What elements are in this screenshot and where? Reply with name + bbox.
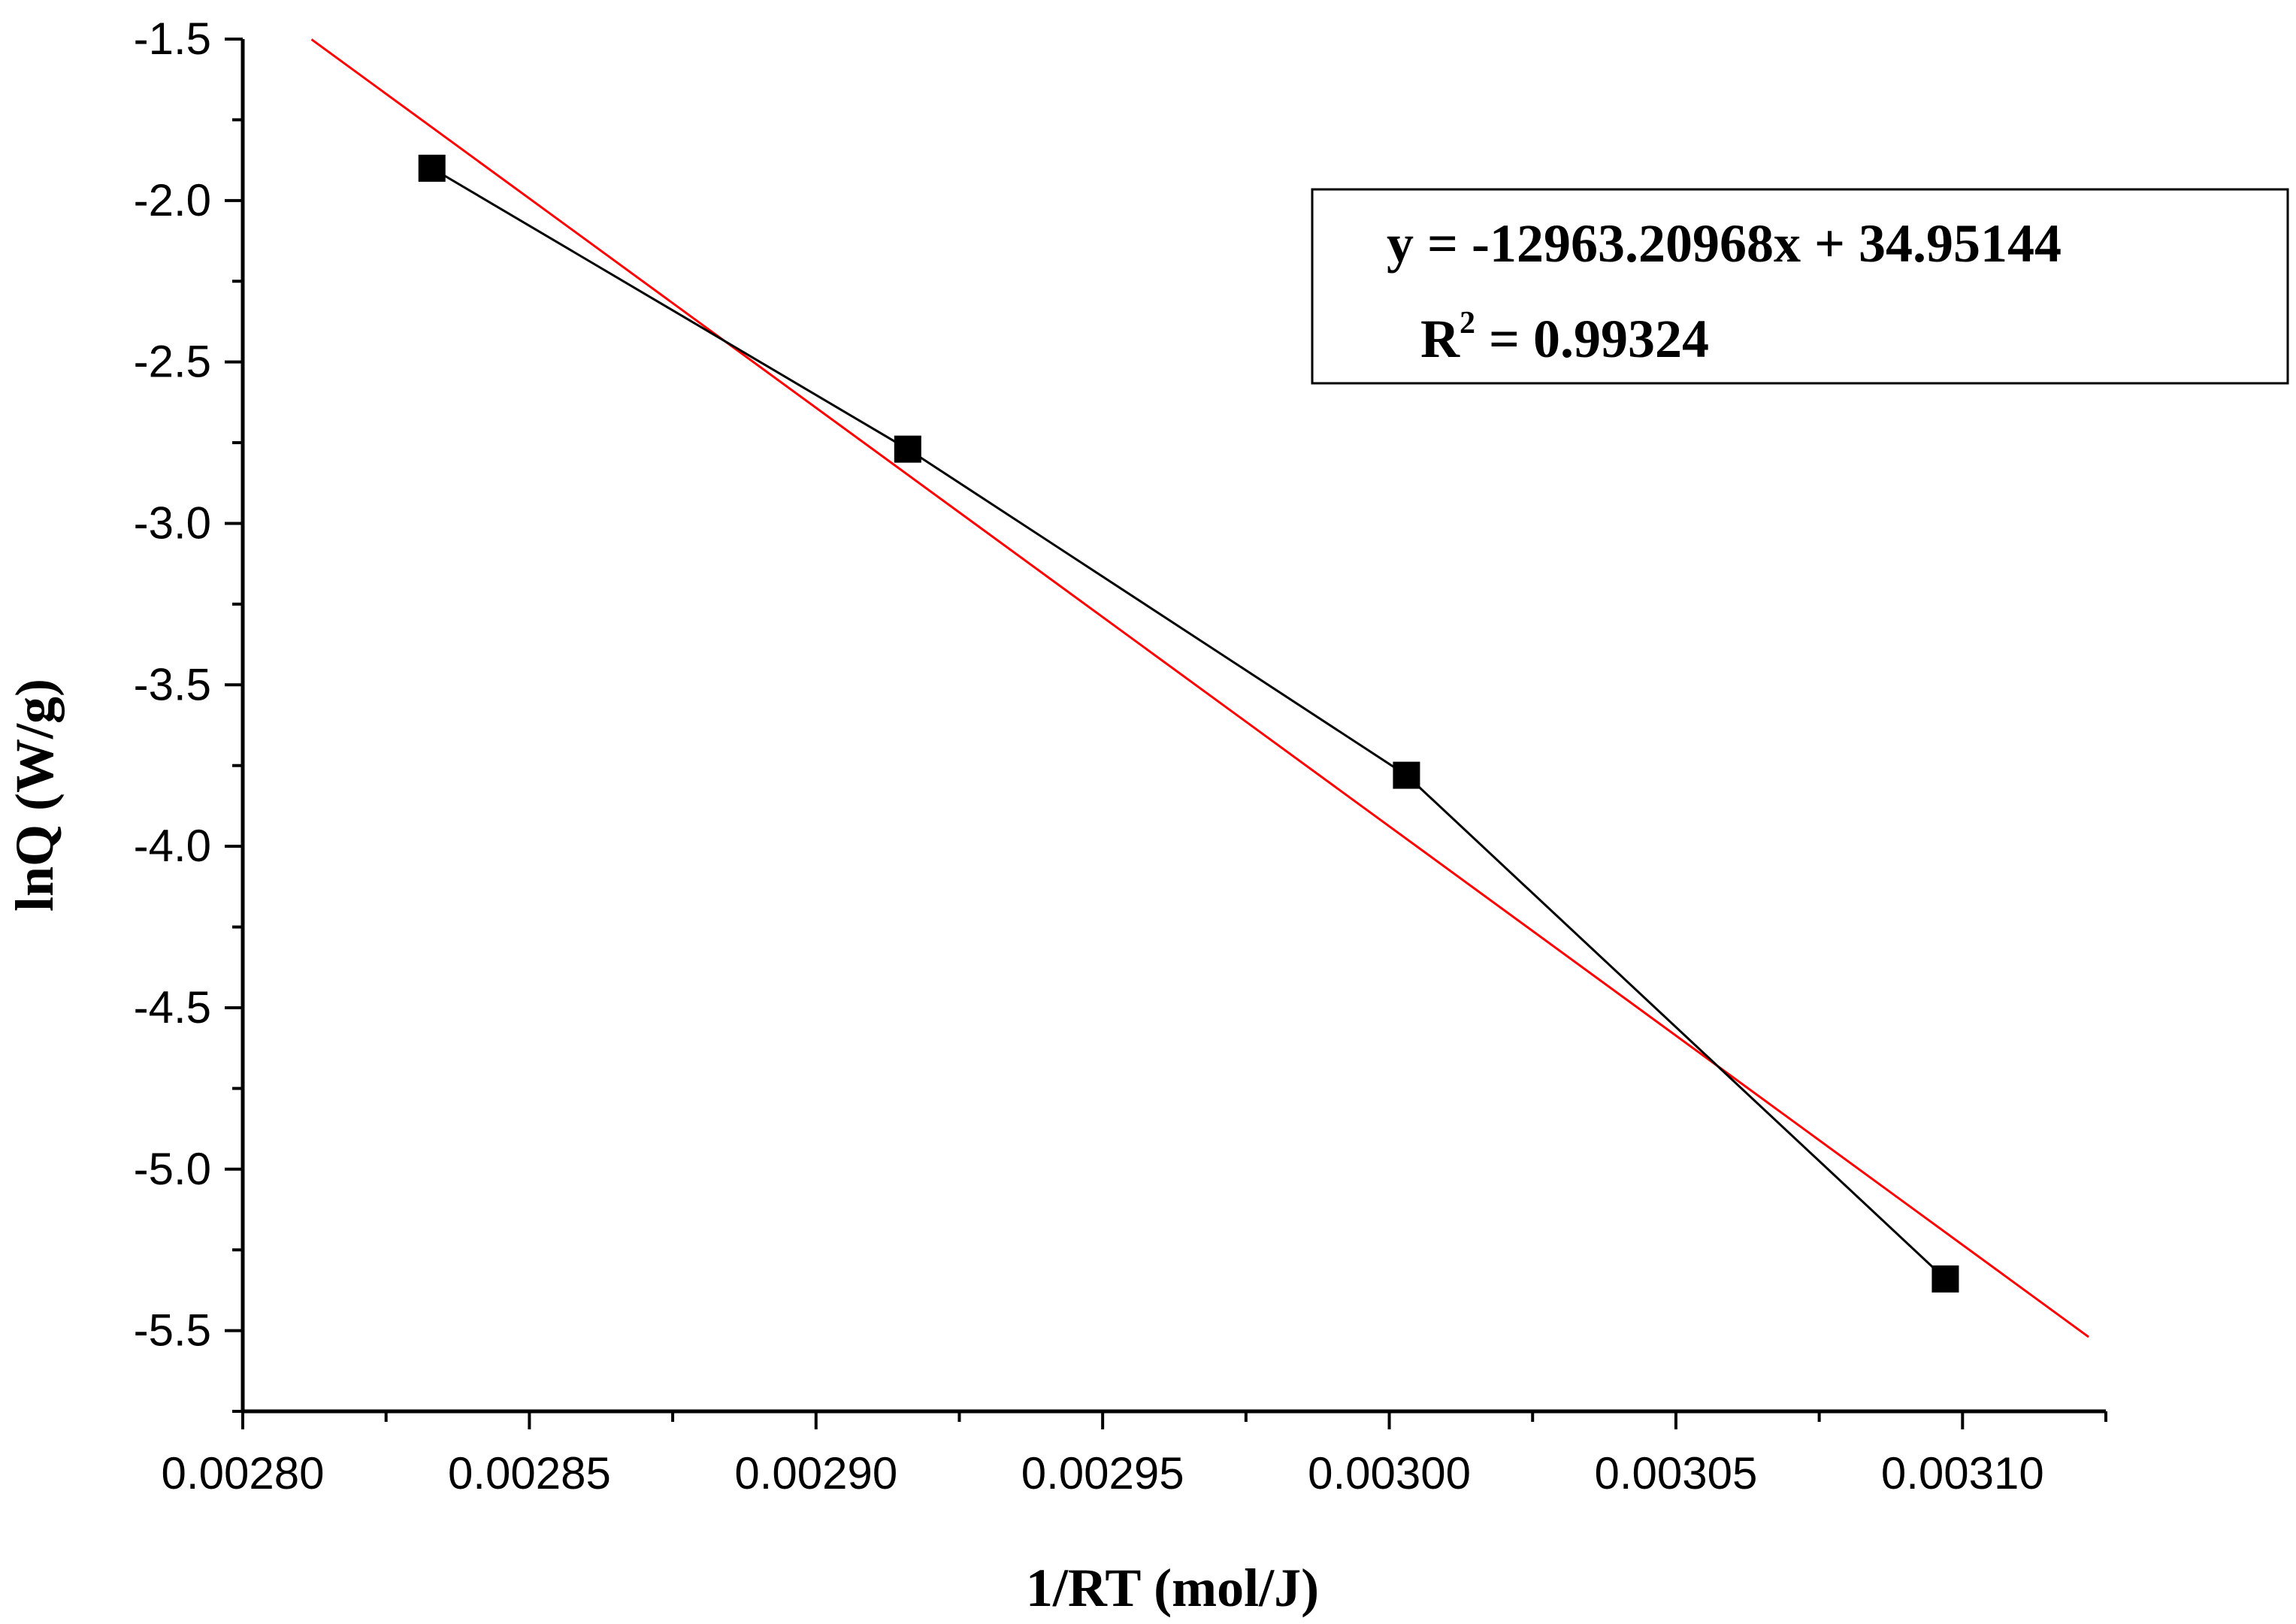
y-axis: -1.5 -2.0 -2.5 -3.0 -3.5 -4.0 -4.5 -5.0 -5.5 [134, 14, 245, 1413]
fit-equation: y = -12963.20968x + 34.95144 [1387, 213, 2062, 274]
x-tick-label: 0.00300 [1308, 1448, 1471, 1498]
fit-line [310, 38, 2090, 1338]
r-squared-prefix: R [1420, 309, 1460, 369]
y-tick-label: -3.0 [134, 497, 211, 548]
x-axis-title: 1/RT (mol/J) [1026, 1558, 1319, 1618]
r-squared: R2 = 0.99324 [1420, 306, 1709, 369]
series-line [431, 167, 1947, 1280]
x-tick-label: 0.00295 [1021, 1448, 1184, 1498]
fit-line-layer [310, 38, 2090, 1338]
y-tick-label: -5.5 [134, 1305, 211, 1356]
x-tick-label: 0.00305 [1594, 1448, 1757, 1498]
y-tick-label: -4.5 [134, 982, 211, 1033]
y-axis-title: lnQ (W/g) [5, 679, 65, 912]
data-point [894, 435, 921, 463]
y-tick-label: -5.0 [134, 1144, 211, 1194]
r-squared-superscript: 2 [1460, 306, 1475, 340]
x-tick-label: 0.00280 [162, 1448, 325, 1498]
data-point [1931, 1265, 1959, 1293]
x-tick-label: 0.00285 [448, 1448, 611, 1498]
y-tick-label: -3.5 [134, 659, 211, 709]
x-tick-label: 0.00310 [1881, 1448, 2044, 1498]
y-tick-label: -2.0 [134, 175, 211, 225]
data-point [418, 154, 446, 182]
r-squared-value: = 0.99324 [1475, 309, 1709, 369]
y-tick-label: -4.0 [134, 821, 211, 871]
data-point [1393, 761, 1420, 789]
series-layer [418, 154, 1959, 1293]
equation-box: y = -12963.20968x + 34.95144 R2 = 0.9932… [1311, 188, 2289, 385]
x-axis: 0.00280 0.00285 0.00290 0.00295 0.00300 0.003… [162, 1409, 2107, 1498]
x-tick-label: 0.00290 [734, 1448, 897, 1498]
y-tick-label: -1.5 [134, 14, 211, 64]
equation-box-border [1311, 188, 2289, 385]
y-tick-label: -2.5 [134, 337, 211, 387]
